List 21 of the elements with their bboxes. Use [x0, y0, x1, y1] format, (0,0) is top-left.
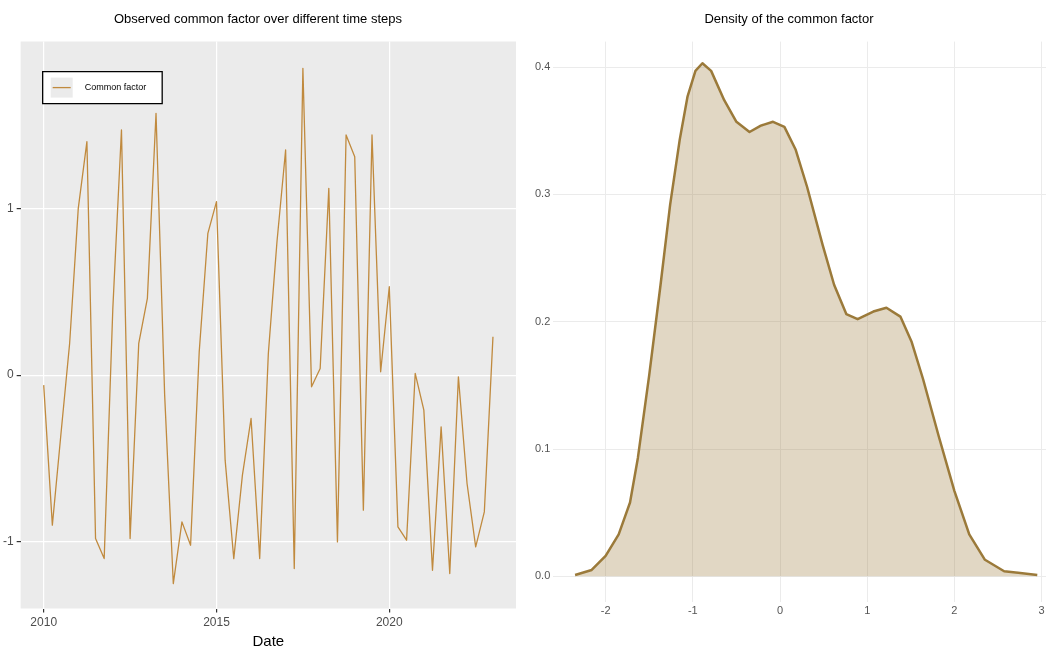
y-tick-label: 0.0: [534, 569, 551, 582]
chart-title: Observed common factor over different time steps: [113, 11, 403, 27]
y-tick-label: 0.3: [534, 187, 551, 200]
x-tick-label: 2010: [30, 615, 58, 630]
x-tick-label: 3: [1038, 604, 1045, 617]
y-tick-label: 0.4: [534, 60, 551, 73]
x-tick-label: 0: [776, 604, 784, 617]
y-tick-label: -1: [3, 534, 14, 549]
x-tick-label: -1: [687, 604, 698, 617]
y-tick-label: 0.2: [534, 314, 551, 327]
x-tick-label: 2015: [203, 615, 231, 630]
y-tick-label: 1: [6, 200, 14, 215]
x-tick-label: 1: [864, 604, 871, 617]
x-tick-label: -2: [600, 604, 611, 617]
legend-label: Common factor: [84, 82, 147, 93]
x-tick-label: 2: [951, 604, 958, 617]
x-tick-label: 2020: [375, 615, 403, 630]
y-tick-label: 0: [6, 367, 14, 382]
y-tick-label: 0.1: [534, 442, 551, 455]
chart-title: Density of the common factor: [704, 11, 875, 27]
x-axis-title: Date: [252, 632, 285, 650]
